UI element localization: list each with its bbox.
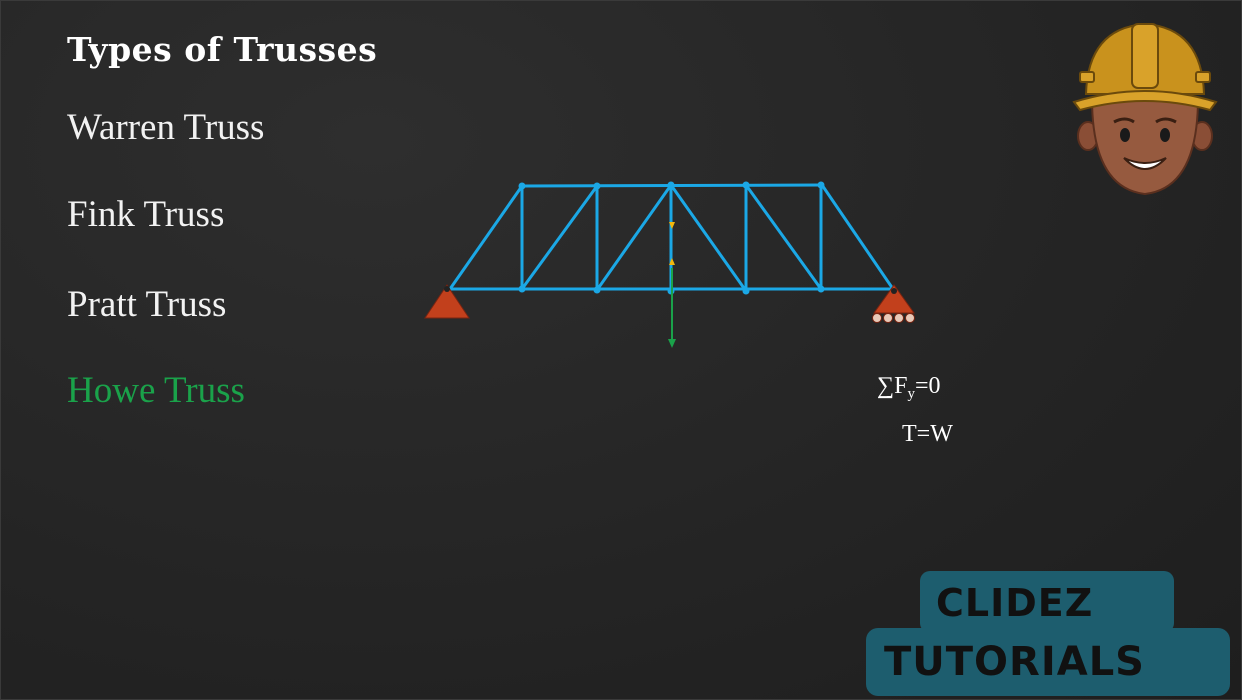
diagonal-member — [744, 183, 823, 291]
joint — [742, 287, 750, 295]
joint — [742, 181, 750, 189]
logo-line-1: CLIDEZ — [936, 581, 1094, 625]
logo-line-2: TUTORIALS — [884, 639, 1145, 685]
diagonal-member — [595, 183, 673, 292]
equation-result: T=W — [902, 421, 953, 447]
truss-type-warren: Warren Truss — [67, 107, 265, 148]
end-diagonal-right — [820, 183, 895, 291]
roller-support — [872, 284, 915, 323]
joint — [593, 182, 601, 190]
joint — [817, 285, 825, 293]
truss-type-howe: Howe Truss — [67, 370, 245, 411]
end-diagonal-left — [448, 184, 524, 291]
brand-logo: CLIDEZ TUTORIALS — [866, 571, 1230, 697]
joint — [817, 181, 825, 189]
load-arrow — [668, 268, 676, 348]
truss-type-pratt: Pratt Truss — [67, 284, 227, 325]
slide-title: Types of Trusses — [67, 30, 378, 69]
tension-arrows — [669, 222, 675, 265]
joint — [518, 285, 526, 293]
logo-top-plate — [920, 571, 1174, 633]
engineer-avatar — [1072, 22, 1218, 196]
joint — [667, 181, 675, 189]
joint — [518, 182, 526, 190]
truss-type-fink: Fink Truss — [67, 194, 225, 235]
diagonal-member — [669, 183, 748, 293]
diagonal-member — [520, 184, 599, 291]
equation-subscript: y — [907, 386, 915, 402]
logo-bottom-plate — [866, 628, 1230, 696]
equilibrium-equation: ∑Fy=0 — [877, 373, 941, 403]
equation-sum: ∑F — [877, 373, 908, 399]
joint — [593, 286, 601, 294]
equation-rhs: =0 — [914, 373, 941, 399]
pinned-support — [424, 284, 470, 319]
